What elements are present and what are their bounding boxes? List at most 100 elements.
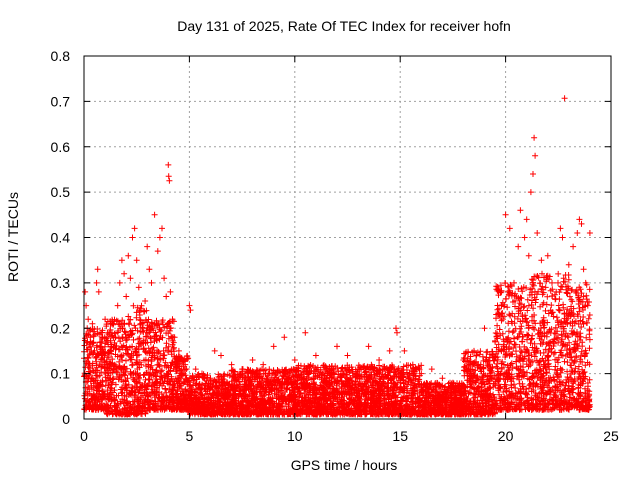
data-point-bg bbox=[100, 388, 107, 395]
data-point-bg bbox=[129, 361, 136, 368]
data-point-bg bbox=[129, 362, 135, 369]
data-point-bg bbox=[129, 327, 136, 334]
data-point-bg bbox=[104, 334, 111, 341]
data-point-bg bbox=[134, 398, 140, 405]
data-point-bg bbox=[99, 378, 106, 385]
data-point-bg bbox=[93, 377, 100, 384]
data-point-bg bbox=[129, 384, 136, 391]
data-point-bg bbox=[117, 338, 124, 345]
data-point-bg bbox=[131, 322, 138, 329]
data-point-bg bbox=[133, 357, 140, 363]
data-point-bg bbox=[123, 343, 130, 350]
data-point-bg bbox=[136, 374, 142, 381]
data-point-bg bbox=[109, 376, 116, 383]
data-point-bg bbox=[111, 402, 118, 409]
data-point-bg bbox=[105, 377, 111, 384]
data-point-bg bbox=[111, 339, 118, 346]
data-point-bg bbox=[128, 387, 135, 394]
data-point-bg bbox=[132, 394, 139, 400]
data-point-bg bbox=[94, 342, 101, 349]
data-point-bg bbox=[119, 357, 126, 364]
data-point-bg bbox=[95, 396, 102, 403]
data-point-bg bbox=[86, 365, 93, 372]
data-point-bg bbox=[114, 353, 121, 360]
data-point-bg bbox=[124, 347, 131, 353]
data-point-bg bbox=[118, 390, 125, 397]
data-point-bg bbox=[89, 360, 96, 367]
grid-lines bbox=[84, 56, 611, 419]
data-points bbox=[81, 95, 593, 418]
data-point-bg bbox=[104, 411, 111, 418]
data-point-bg bbox=[116, 346, 123, 353]
data-point-bg bbox=[109, 369, 116, 376]
data-point-bg bbox=[84, 397, 91, 404]
data-point-bg bbox=[81, 406, 88, 413]
data-point-bg bbox=[90, 339, 97, 346]
data-point-bg bbox=[146, 329, 153, 336]
data-point-bg bbox=[136, 340, 143, 346]
data-point-bg bbox=[119, 396, 126, 403]
data-point-bg bbox=[123, 357, 129, 364]
data-point-bg bbox=[84, 338, 91, 345]
data-point-bg bbox=[140, 319, 147, 326]
data-point-bg bbox=[85, 374, 92, 381]
data-point-bg bbox=[127, 401, 134, 408]
data-point-bg bbox=[115, 335, 122, 342]
data-point-bg bbox=[85, 355, 92, 362]
data-point-bg bbox=[136, 316, 143, 323]
data-point-bg bbox=[105, 341, 112, 348]
data-point-bg bbox=[136, 364, 143, 371]
data-point-bg bbox=[137, 317, 144, 324]
data-point-bg bbox=[128, 331, 135, 338]
data-point-bg bbox=[133, 314, 140, 321]
data-point-bg bbox=[112, 397, 119, 404]
data-point-bg bbox=[88, 382, 95, 389]
data-point-bg bbox=[123, 365, 130, 372]
data-point-bg bbox=[135, 351, 142, 358]
data-point-bg bbox=[107, 389, 114, 396]
data-point-bg bbox=[114, 365, 120, 372]
data-point-bg bbox=[99, 383, 106, 390]
data-point-bg bbox=[123, 393, 130, 400]
data-point-bg bbox=[105, 365, 112, 372]
data-point-bg bbox=[139, 324, 146, 331]
data-point-bg bbox=[103, 358, 110, 365]
data-point-bg bbox=[115, 401, 122, 408]
data-point-bg bbox=[111, 387, 118, 394]
data-point-bg bbox=[109, 359, 116, 366]
data-point-bg bbox=[93, 405, 100, 411]
data-point-bg bbox=[116, 358, 123, 365]
data-point-bg bbox=[104, 390, 111, 397]
data-point-bg bbox=[140, 389, 146, 396]
data-point-bg bbox=[136, 403, 143, 410]
data-point-bg bbox=[94, 382, 101, 389]
data-point-bg bbox=[89, 326, 96, 333]
data-point-bg bbox=[90, 332, 97, 339]
data-point-bg bbox=[130, 302, 137, 309]
data-point-bg bbox=[92, 355, 99, 361]
data-point-bg bbox=[131, 406, 138, 412]
data-point-bg bbox=[138, 407, 145, 414]
data-point-bg bbox=[159, 367, 165, 374]
data-point-bg bbox=[123, 387, 130, 394]
data-point-bg bbox=[108, 398, 115, 405]
data-point-bg bbox=[107, 337, 114, 344]
data-point-bg bbox=[117, 386, 124, 393]
data-point-bg bbox=[89, 340, 96, 347]
data-point-bg bbox=[130, 401, 137, 408]
data-point-bg bbox=[83, 332, 90, 339]
data-point-bg bbox=[88, 395, 95, 402]
data-point-bg bbox=[129, 343, 136, 350]
data-point-bg bbox=[127, 316, 134, 323]
data-point-bg bbox=[124, 375, 131, 382]
data-point-bg bbox=[106, 382, 112, 389]
data-point-bg bbox=[94, 367, 101, 374]
data-point-bg bbox=[135, 343, 142, 350]
data-point-bg bbox=[102, 340, 109, 347]
data-point-bg bbox=[126, 353, 133, 360]
data-point-bg bbox=[132, 370, 139, 377]
data-point-bg bbox=[93, 362, 100, 369]
data-point-bg bbox=[105, 349, 112, 356]
data-point-bg bbox=[141, 346, 147, 353]
